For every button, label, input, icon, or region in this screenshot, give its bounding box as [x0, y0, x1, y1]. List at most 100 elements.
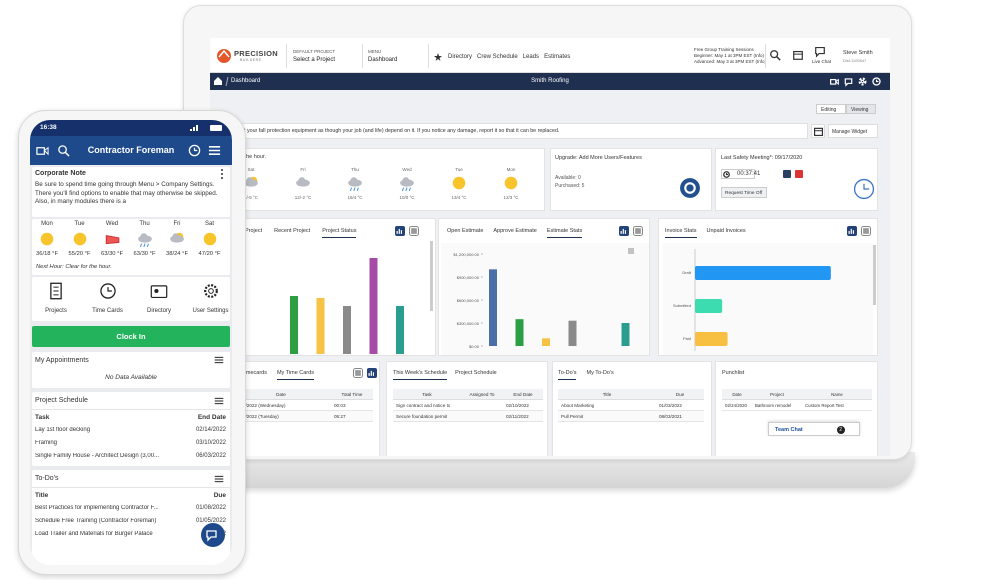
status-time: 16:38	[40, 124, 57, 131]
user-name: Steve Smith	[843, 50, 873, 56]
stop-button[interactable]	[795, 170, 803, 178]
pause-button[interactable]	[783, 170, 791, 178]
punchlist-title: Punchlist	[722, 370, 745, 376]
nav-link[interactable]: Directory	[448, 54, 473, 60]
table-header: End Date	[513, 392, 533, 397]
graphic	[853, 178, 875, 200]
clock-icon	[853, 178, 875, 200]
logo-mark	[218, 49, 230, 58]
menu-select[interactable]: Dashboard	[368, 57, 398, 63]
graphic	[400, 177, 414, 192]
bar	[290, 296, 298, 354]
card-title: My Appointments	[35, 357, 89, 364]
graphic	[815, 46, 825, 58]
tab[interactable]: g Timecards	[237, 370, 267, 376]
table-icon	[411, 228, 417, 234]
table-header: End Date	[197, 414, 226, 421]
mode-button[interactable]: Editing	[816, 104, 846, 114]
graphic	[830, 78, 839, 86]
calendar-button[interactable]	[811, 124, 825, 138]
graphic	[214, 475, 224, 483]
table-header: Date	[732, 392, 742, 397]
table-cell: 01/05/2022	[195, 518, 226, 524]
y-tick-label: $300,000.00	[456, 320, 479, 326]
graphic	[290, 241, 433, 354]
tab[interactable]: Project Schedule	[455, 370, 497, 376]
weather-day: Mon	[41, 221, 53, 227]
table-cell: Bathroom remodel	[755, 403, 792, 408]
chart-icon	[848, 228, 855, 234]
video-icon	[835, 78, 839, 86]
team-chat-label: Team Chat	[775, 426, 803, 433]
graphic	[244, 176, 258, 187]
tab[interactable]: Open Estimate	[447, 228, 484, 234]
weather-day: Fri	[173, 221, 181, 227]
tab[interactable]: Project Status	[322, 228, 357, 238]
calendar-icon	[793, 50, 803, 60]
project-select[interactable]: Select a Project	[293, 57, 336, 63]
graphic	[633, 226, 643, 236]
weather-day: Thu	[139, 221, 150, 227]
tab-row: Invoice Stats Unpaid Invoices	[665, 228, 746, 238]
nav-links: Directory Crew Schedule Leads Estimates	[448, 54, 570, 60]
divider	[765, 44, 766, 68]
shortcut-label[interactable]: Directory	[146, 308, 172, 314]
tab[interactable]: Unpaid Invoices	[706, 228, 746, 234]
scrollbar	[430, 241, 433, 311]
tab[interactable]: Recent Project	[274, 228, 311, 234]
nav-link[interactable]: Crew Schedule	[477, 54, 518, 60]
team-chat-bar[interactable]: Team Chat 2	[768, 422, 860, 436]
shortcut-label[interactable]: Time Cards	[92, 308, 123, 314]
manage-widget-button[interactable]: Manage Widget	[828, 124, 878, 138]
table-cell: Framing	[35, 440, 58, 446]
card-title: To-Do's	[35, 475, 59, 482]
graphic	[813, 127, 824, 137]
bar	[515, 319, 524, 346]
graphic	[619, 226, 629, 236]
chat-icon	[815, 46, 825, 58]
search-icon	[776, 56, 781, 61]
table-cell: Custom Report Test	[805, 403, 844, 408]
tab[interactable]: Project	[245, 228, 263, 234]
table-row	[231, 400, 373, 411]
schedule-widget: This Week's Schedule Project Schedule Task…	[386, 361, 548, 456]
tab[interactable]: Approve Estimate	[493, 228, 537, 234]
cloud-icon	[298, 177, 306, 185]
graphic	[793, 50, 803, 60]
tab[interactable]: This Week's Schedule	[393, 370, 448, 380]
request-time-off-button[interactable]: Request Time Off	[721, 187, 767, 198]
y-tick-label: $0.00	[468, 343, 479, 349]
live-chat-label[interactable]: Live Chat	[812, 59, 832, 64]
tab[interactable]: Invoice Stats	[665, 228, 697, 238]
invoice-widget: Invoice Stats Unpaid Invoices Draft Submitt…	[658, 218, 878, 356]
clock-icon	[863, 183, 870, 190]
tab[interactable]: Estimate Stats	[546, 228, 583, 238]
table-cell: Single Family House - Architect Design (…	[35, 453, 160, 459]
mode-button[interactable]: Viewing	[846, 104, 876, 114]
graphic	[58, 145, 70, 157]
nav-link[interactable]: Estimates	[544, 54, 571, 60]
weather-temp: 12/-2 °C	[294, 195, 312, 200]
shortcut-label[interactable]: User Settings	[192, 308, 229, 314]
graphic	[150, 285, 168, 299]
mode-button-label: Viewing	[851, 106, 869, 113]
graphic	[680, 178, 700, 198]
y-tick-label: $600,000.00	[456, 297, 479, 303]
bar	[369, 258, 378, 354]
y-tick-label: $900,000.00	[456, 274, 479, 280]
table-header-cell	[558, 389, 656, 400]
shortcut-label[interactable]: Projects	[45, 308, 67, 314]
tab[interactable]: My To-Do's	[586, 370, 614, 376]
nav-link[interactable]: Leads	[522, 54, 540, 60]
rain-icon	[405, 187, 408, 192]
graphic[interactable]	[201, 523, 225, 547]
rain-icon	[139, 243, 142, 248]
divider	[32, 487, 230, 488]
tab[interactable]: My Time Cards	[276, 370, 314, 380]
tab[interactable]: To-Do's	[558, 370, 577, 380]
table-header-cell	[752, 389, 802, 400]
training-info: Free Group Training Sessions Beginner: Ma…	[694, 47, 766, 64]
clock-in-button[interactable]: Clock In	[32, 326, 230, 347]
table-header-cell	[231, 389, 331, 400]
scrollbar	[873, 245, 876, 305]
